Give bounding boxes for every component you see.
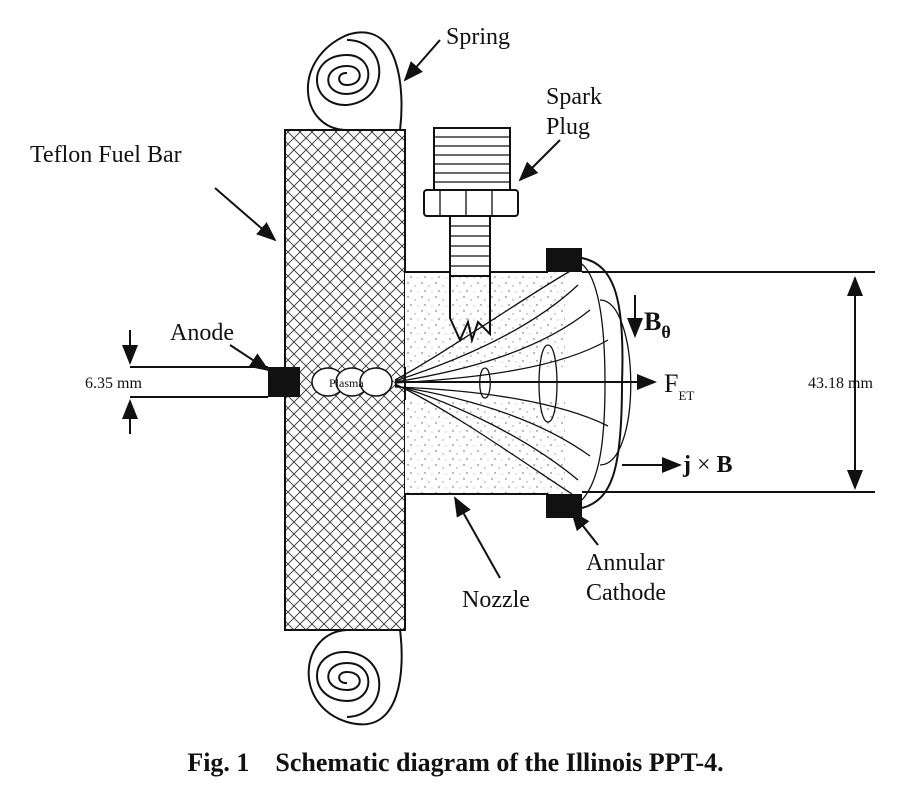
anode-block [268, 367, 300, 397]
jxb-times: × [691, 452, 717, 478]
figure-caption-text: Schematic diagram of the Illinois PPT-4. [275, 748, 724, 777]
spark-plug-leader [518, 139, 561, 182]
spark-plug-label-line2: Plug [546, 114, 590, 140]
b-theta-subscript: θ [661, 322, 670, 342]
cathode-leader [570, 510, 599, 546]
anode-leader [229, 344, 270, 372]
jxb-b: B [717, 452, 733, 478]
nozzle-upper [405, 272, 565, 367]
gap-dimension-label: 6.35 mm [85, 375, 142, 392]
nozzle-label: Nozzle [462, 587, 530, 613]
fuel-bar-label: Teflon Fuel Bar [30, 142, 182, 168]
force-label: FET [664, 369, 694, 403]
plasma-region [311, 367, 393, 397]
cathode-label-line2: Cathode [586, 580, 666, 606]
spring-label: Spring [446, 24, 510, 50]
spark-plug [423, 127, 519, 344]
diameter-dimension-label: 43.18 mm [808, 375, 873, 392]
cathode-bottom [546, 494, 582, 518]
plasma-label: Plasma [329, 376, 364, 390]
jxb-label: j × B [682, 452, 733, 478]
cathode-label-line1: Annular [586, 550, 665, 576]
b-theta-label: Bθ [644, 307, 671, 342]
figure-caption: Fig. 1 Schematic diagram of the Illinois… [0, 748, 911, 778]
jxb-j: j [682, 452, 691, 478]
force-main: F [664, 369, 678, 398]
figure-number: Fig. 1 [187, 748, 250, 777]
spring-bottom [307, 629, 403, 726]
spring-top [307, 31, 403, 131]
b-theta-main: B [644, 307, 661, 336]
spark-plug-label-line1: Spark [546, 84, 602, 110]
anode-label: Anode [170, 320, 234, 346]
nozzle-leader [454, 496, 501, 579]
spring-leader [403, 39, 441, 82]
force-subscript: ET [678, 388, 694, 403]
nozzle-lower [405, 400, 565, 495]
cathode-top [546, 248, 582, 272]
fuel-bar-leader [214, 187, 277, 242]
